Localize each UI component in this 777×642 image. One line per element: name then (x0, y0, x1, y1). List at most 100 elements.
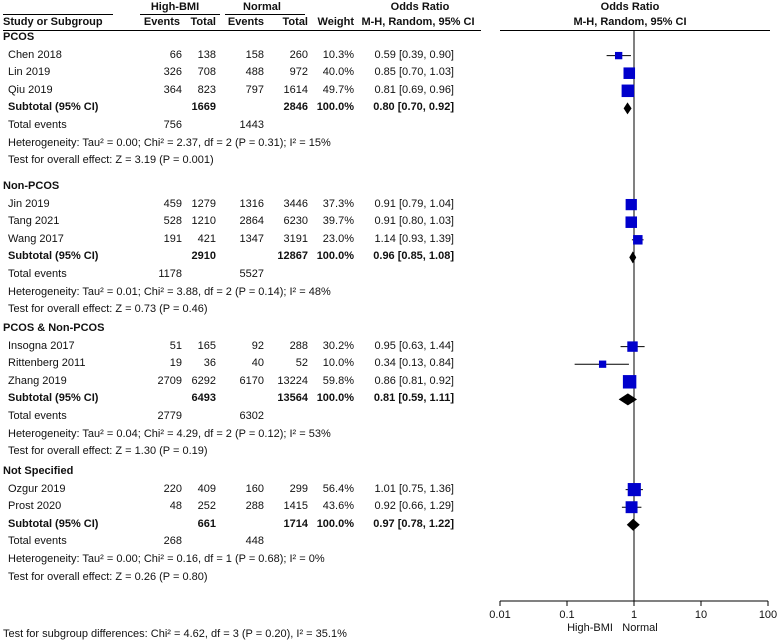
subgroup-difference-test: Test for subgroup differences: Chi² = 4.… (3, 628, 347, 640)
study-weight: 40.0% (322, 66, 354, 79)
heterogeneity-text: Heterogeneity: Tau² = 0.00; Chi² = 2.37,… (8, 136, 331, 149)
study-weight: 56.4% (322, 482, 354, 495)
total-events-label: Total events (8, 268, 67, 280)
study-e2: 1316 (239, 197, 264, 210)
study-point (614, 51, 623, 60)
study-e2: 92 (251, 339, 264, 352)
study-e2: 40 (251, 357, 264, 370)
pooled-diamond (629, 251, 637, 264)
study-t2: 3191 (283, 232, 308, 245)
study-ci: 0.91 [0.80, 1.03] (374, 215, 454, 228)
study-name: Wang 2017 (8, 232, 64, 245)
weight-header: Weight (317, 16, 354, 28)
heterogeneity-text: Heterogeneity: Tau² = 0.01; Chi² = 3.88,… (8, 285, 331, 298)
total-events-label: Total events (8, 535, 67, 548)
study-t1: 708 (197, 66, 216, 79)
x-tick-label: 0.01 (489, 609, 510, 621)
subtotal-t2: 12867 (277, 250, 308, 263)
header-underline-right (500, 30, 770, 31)
study-e2: 797 (245, 83, 264, 96)
study-t2: 972 (289, 66, 308, 79)
study-t2: 299 (289, 482, 308, 495)
study-e1: 19 (169, 357, 182, 370)
study-weight: 30.2% (322, 339, 354, 352)
study-t1: 421 (197, 232, 216, 245)
study-ci: 1.01 [0.75, 1.36] (374, 482, 454, 495)
favours-left-label: High-BMI (567, 622, 613, 634)
study-t1: 138 (197, 48, 216, 61)
study-point (621, 84, 635, 98)
study-ci: 1.14 [0.93, 1.39] (374, 232, 454, 245)
study-t1: 6292 (191, 374, 216, 387)
group2-header: Normal (243, 1, 281, 13)
header-rule-group1 (140, 14, 220, 15)
study-ci: 0.34 [0.13, 0.84] (374, 357, 454, 370)
x-tick-label: 10 (695, 609, 707, 621)
study-e1: 51 (169, 339, 182, 352)
header-rule-group2 (225, 14, 305, 15)
study-t2: 52 (295, 357, 308, 370)
study-name: Lin 2019 (8, 66, 51, 79)
study-e1: 66 (169, 48, 182, 61)
header-rule-left (3, 14, 113, 15)
study-point (625, 216, 638, 228)
total-events-e2: 6302 (239, 410, 264, 422)
study-point (627, 483, 641, 497)
study-name: Prost 2020 (8, 500, 62, 513)
total-events-e1: 268 (163, 535, 182, 548)
subtotal-ci: 0.96 [0.85, 1.08] (373, 250, 454, 263)
study-e1: 459 (163, 197, 182, 210)
study-point (622, 375, 637, 389)
study-name: Zhang 2019 (8, 374, 67, 387)
subtotal-weight: 100.0% (316, 517, 354, 530)
events1-header: Events (143, 16, 180, 28)
study-t1: 823 (197, 83, 216, 96)
study-ci: 0.86 [0.81, 0.92] (374, 374, 454, 387)
study-name: Chen 2018 (8, 48, 62, 61)
group1-header: High-BMI (150, 1, 200, 13)
study-e1: 364 (163, 83, 182, 96)
heterogeneity-text: Heterogeneity: Tau² = 0.04; Chi² = 4.29,… (8, 427, 331, 440)
x-tick-label: 100 (759, 609, 777, 621)
study-point (623, 67, 636, 79)
subgroup-heading: PCOS (3, 31, 35, 43)
pooled-diamond (623, 102, 632, 115)
study-weight: 10.3% (322, 48, 354, 61)
study-name: Insogna 2017 (8, 339, 75, 352)
study-weight: 39.7% (322, 215, 354, 228)
study-t2: 260 (289, 48, 308, 61)
study-t2: 288 (289, 339, 308, 352)
study-ci: 0.91 [0.79, 1.04] (374, 197, 454, 210)
study-e1: 191 (163, 232, 182, 245)
study-name: Jin 2019 (8, 197, 50, 210)
study-e2: 158 (245, 48, 264, 61)
study-name: Qiu 2019 (8, 83, 53, 96)
study-ci: 0.81 [0.69, 0.96] (374, 83, 454, 96)
study-weight: 37.3% (322, 197, 354, 210)
subtotal-t1: 2910 (191, 250, 216, 263)
study-e1: 48 (169, 500, 182, 513)
overall-effect-text: Test for overall effect: Z = 1.30 (P = 0… (8, 445, 208, 458)
study-point (625, 501, 638, 514)
total-events-e1: 756 (163, 119, 182, 131)
subtotal-t1: 1669 (191, 101, 216, 114)
subgroup-heading: PCOS & Non-PCOS (3, 322, 105, 334)
subtotal-t1: 661 (197, 517, 216, 530)
subtotal-ci: 0.81 [0.59, 1.11] (373, 392, 454, 405)
study-ci: 0.92 [0.66, 1.29] (374, 500, 454, 513)
total-events-e1: 1178 (158, 268, 182, 280)
total1-header: Total (190, 16, 216, 28)
study-name: Tang 2021 (8, 215, 60, 228)
subtotal-t2: 2846 (283, 101, 308, 114)
study-weight: 49.7% (322, 83, 354, 96)
subtotal-label: Subtotal (95% CI) (8, 517, 99, 530)
method-header-left: M-H, Random, 95% CI (361, 16, 475, 28)
study-e2: 6170 (239, 374, 264, 387)
subtotal-ci: 0.80 [0.70, 0.92] (373, 101, 454, 114)
study-t2: 1415 (283, 500, 308, 513)
study-t2: 13224 (277, 374, 308, 387)
study-point (598, 360, 607, 368)
study-e2: 2864 (239, 215, 264, 228)
header-underline-left (3, 30, 481, 31)
study-e2: 488 (245, 66, 264, 79)
